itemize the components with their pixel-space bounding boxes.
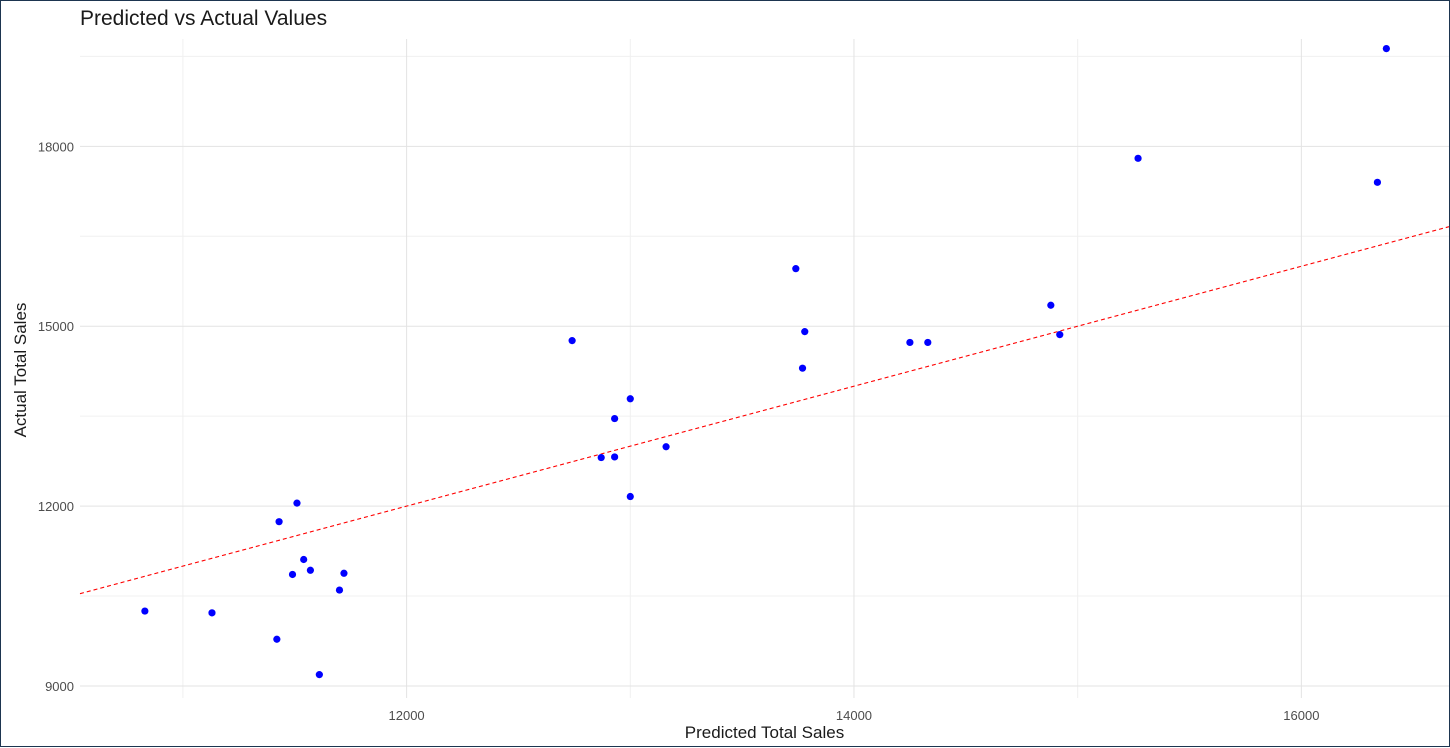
data-point [300, 555, 308, 564]
x-tick-label: 14000 [836, 708, 872, 723]
data-point [662, 443, 670, 451]
data-point [801, 328, 809, 336]
y-tick-label: 18000 [38, 139, 74, 154]
data-point [273, 635, 281, 643]
reference-line [79, 226, 1450, 595]
chart-title: Predicted vs Actual Values [80, 7, 328, 30]
data-point [626, 395, 634, 403]
x-tick-label: 16000 [1283, 708, 1319, 723]
y-tick-label: 9000 [45, 679, 74, 694]
data-point [611, 414, 619, 423]
grid-lines [80, 39, 1449, 698]
y-tick-label: 12000 [38, 499, 74, 514]
x-tick-label: 12000 [389, 708, 425, 723]
data-point [1056, 331, 1064, 339]
data-point [208, 609, 216, 617]
data-point [568, 337, 576, 345]
data-points [141, 44, 1390, 679]
data-point [340, 569, 348, 577]
data-point [293, 499, 301, 507]
data-point [798, 364, 807, 372]
y-tick-label: 15000 [38, 319, 74, 334]
data-point [306, 566, 315, 574]
data-point [288, 570, 297, 579]
data-point [335, 586, 344, 594]
y-axis-label: Actual Total Sales [11, 302, 30, 438]
data-point [275, 518, 283, 526]
data-point [1382, 44, 1390, 53]
data-point [1047, 301, 1055, 309]
tick-labels: 12000 14000 16000 9000 12000 15000 18000 [38, 139, 1320, 723]
data-point [315, 671, 323, 679]
data-point [1373, 178, 1382, 186]
reference-line-layer [79, 226, 1450, 595]
x-axis-label: Predicted Total Sales [684, 723, 845, 742]
data-point [611, 453, 619, 461]
data-point [1134, 154, 1142, 162]
data-point [141, 607, 149, 615]
data-point [792, 265, 800, 273]
data-point [906, 338, 914, 347]
data-point [597, 453, 605, 462]
data-point [924, 338, 932, 347]
data-point [626, 492, 634, 501]
